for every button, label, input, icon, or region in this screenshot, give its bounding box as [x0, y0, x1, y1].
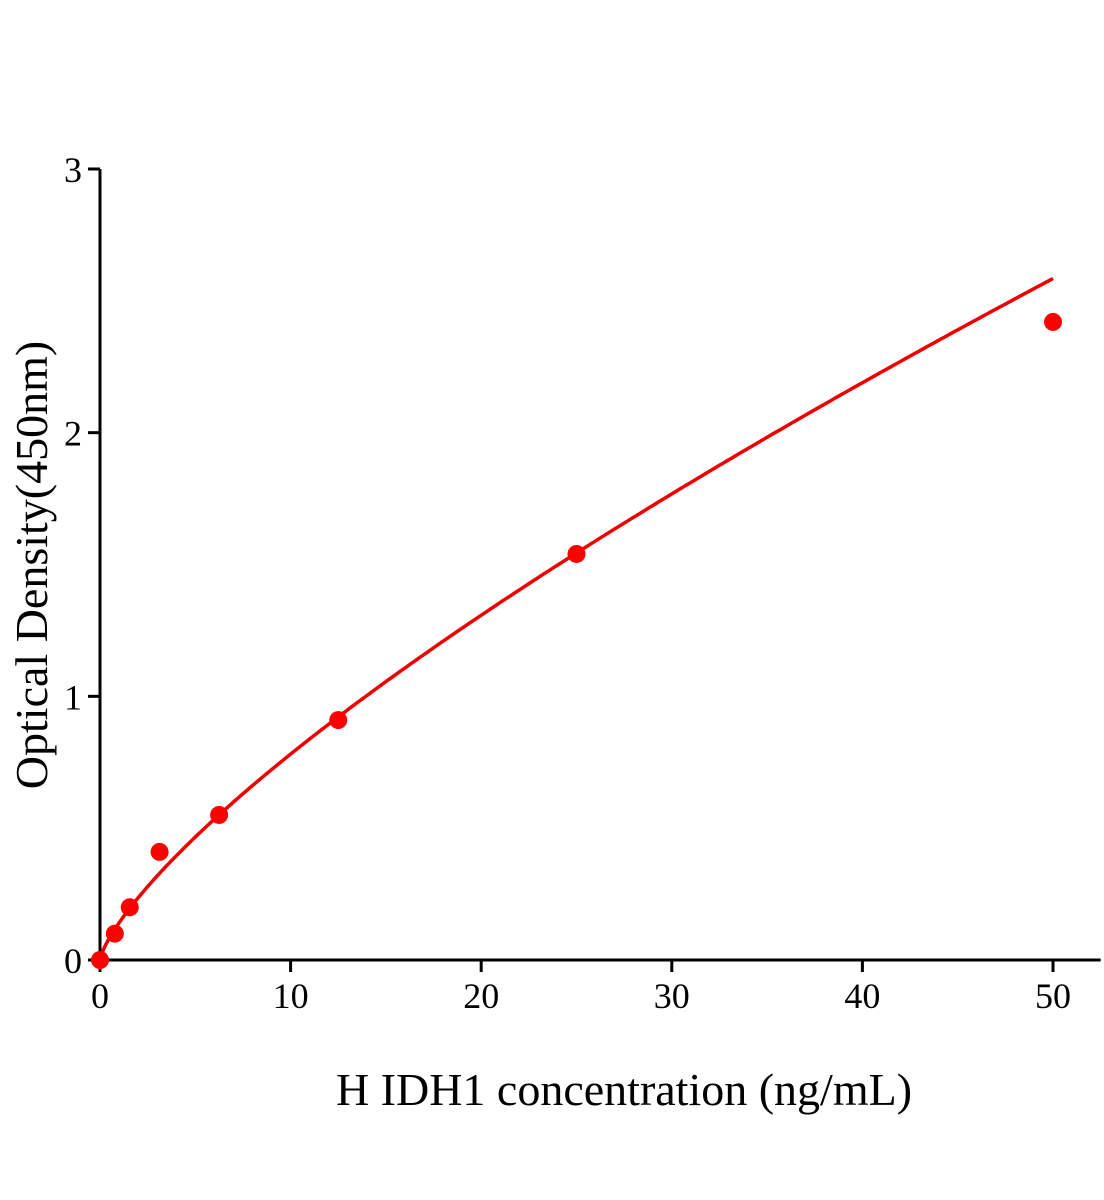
x-tick-label: 0	[91, 976, 109, 1016]
data-point	[329, 711, 348, 730]
data-point	[120, 898, 139, 917]
y-tick-label: 0	[64, 941, 82, 981]
x-tick-label: 10	[273, 976, 309, 1016]
fit-curve	[98, 276, 1054, 961]
data-points	[91, 312, 1062, 969]
x-tick-label: 30	[654, 976, 690, 1016]
x-tick-label: 20	[463, 976, 499, 1016]
data-point	[105, 924, 124, 943]
data-point	[567, 544, 586, 563]
x-tick-label: 40	[844, 976, 880, 1016]
x-tick-label: 50	[1035, 976, 1071, 1016]
x-axis-label: H IDH1 concentration (ng/mL)	[336, 1064, 912, 1115]
y-tick-label: 2	[64, 414, 82, 454]
axes: 0 10 20 30 40 50 0 1 2 3	[64, 150, 1101, 1016]
y-tick-label: 3	[64, 150, 82, 190]
y-tick-label: 1	[64, 677, 82, 717]
data-point	[150, 842, 169, 861]
data-point	[1044, 312, 1062, 331]
y-axis-label: Optical Density(450nm)	[6, 341, 57, 789]
data-point	[210, 805, 229, 824]
data-point	[91, 951, 109, 969]
